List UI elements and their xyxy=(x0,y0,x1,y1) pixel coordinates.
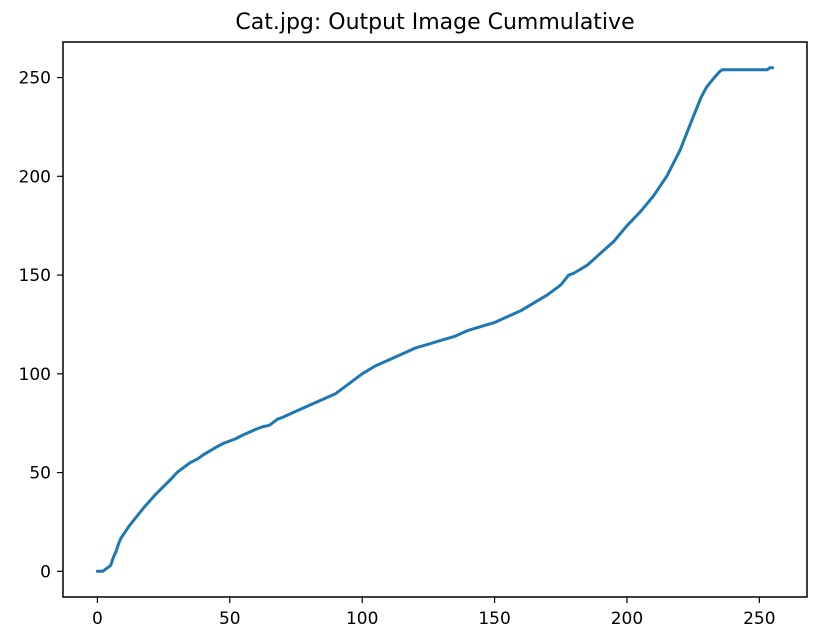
x-tick-label: 250 xyxy=(743,609,775,629)
y-tick-label: 200 xyxy=(19,167,51,187)
y-tick-label: 50 xyxy=(29,464,51,484)
y-tick-label: 0 xyxy=(40,562,51,582)
x-tick-label: 200 xyxy=(611,609,643,629)
x-tick-label: 0 xyxy=(92,609,103,629)
x-tick-label: 100 xyxy=(346,609,378,629)
x-axis: 0 50 100 150 200 250 xyxy=(92,597,776,629)
y-tick-label: 250 xyxy=(19,69,51,89)
y-tick-label: 100 xyxy=(19,365,51,385)
series-line xyxy=(95,66,775,573)
y-axis: 0 50 100 150 200 250 xyxy=(19,69,63,582)
x-tick-label: 50 xyxy=(219,609,241,629)
chart-title: Cat.jpg: Output Image Cummulative xyxy=(235,10,634,35)
y-tick-label: 150 xyxy=(19,266,51,286)
plot-frame xyxy=(62,41,808,598)
x-tick-label: 150 xyxy=(478,609,510,629)
